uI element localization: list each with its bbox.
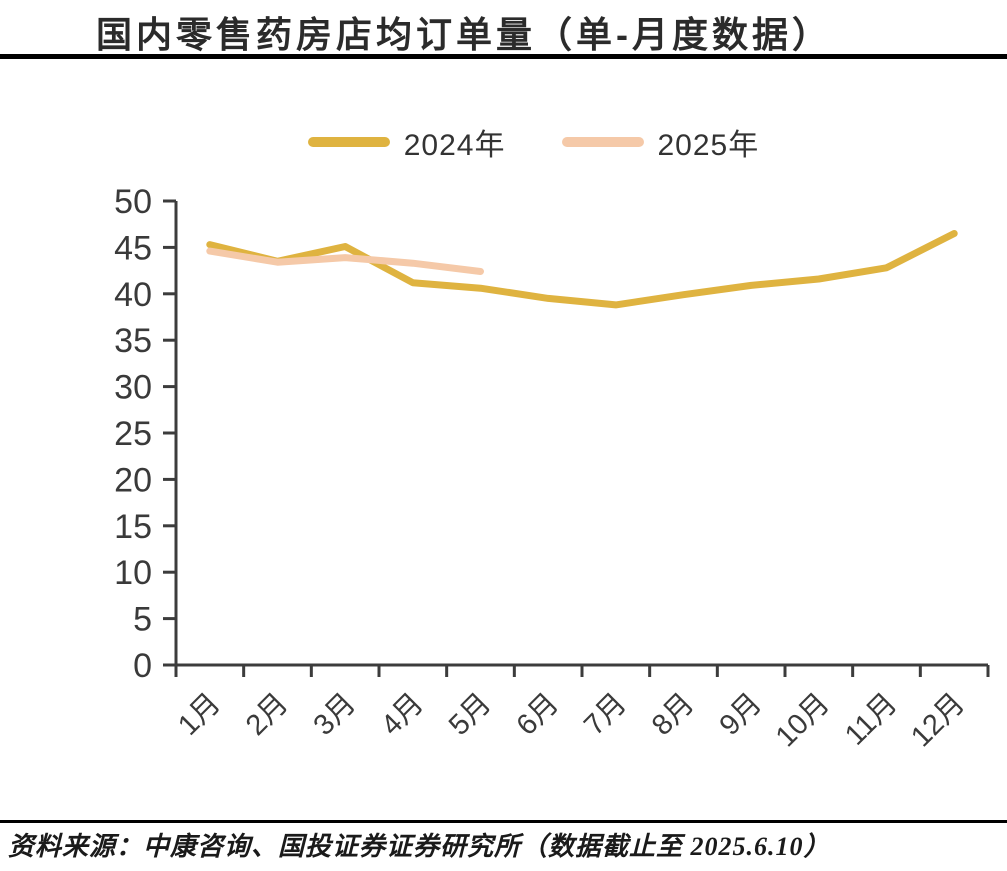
x-axis-label: 9月	[714, 687, 769, 742]
page-title: 国内零售药房店均订单量（单-月度数据）	[96, 14, 832, 55]
y-axis-label: 35	[114, 322, 152, 360]
legend-swatch	[561, 137, 644, 147]
x-axis-label: 8月	[646, 687, 701, 742]
x-axis-label: 6月	[511, 687, 566, 742]
x-axis-label: 10月	[770, 687, 836, 753]
legend: 2024年 2025年	[0, 120, 1007, 164]
y-axis-label: 25	[114, 415, 152, 453]
x-axis-label: 5月	[443, 687, 498, 742]
legend-label: 2024年	[403, 129, 506, 162]
x-axis-label: 4月	[375, 687, 430, 742]
chart-line-2024年	[206, 230, 958, 309]
x-axis-label: 11月	[839, 687, 903, 751]
y-axis-label: 15	[114, 508, 152, 546]
legend-swatch	[307, 137, 390, 147]
title-divider	[0, 54, 1007, 59]
y-axis-label: 45	[114, 229, 152, 267]
x-axis-label: 2月	[240, 687, 295, 742]
y-axis-label: 30	[114, 369, 152, 407]
y-axis-label: 40	[114, 276, 152, 314]
source-note: 资料来源：中康咨询、国投证券证券研究所（数据截止至 2025.6.10）	[8, 832, 831, 861]
legend-item-2025年: 2025年	[561, 120, 760, 164]
y-axis-label: 50	[114, 183, 152, 221]
y-axis-label: 20	[114, 461, 152, 499]
footer-divider	[0, 820, 1007, 823]
x-axis-label: 1月	[172, 687, 227, 742]
x-axis-label: 3月	[308, 687, 363, 742]
legend-label: 2025年	[657, 129, 760, 162]
y-axis-label: 0	[133, 647, 152, 685]
y-axis-label: 10	[114, 554, 152, 592]
x-axis-label: 12月	[905, 687, 971, 753]
y-axis-label: 5	[133, 601, 152, 639]
x-axis-label: 7月	[578, 687, 633, 742]
legend-item-2024年: 2024年	[307, 120, 506, 164]
chart-line-2025年	[206, 247, 484, 275]
